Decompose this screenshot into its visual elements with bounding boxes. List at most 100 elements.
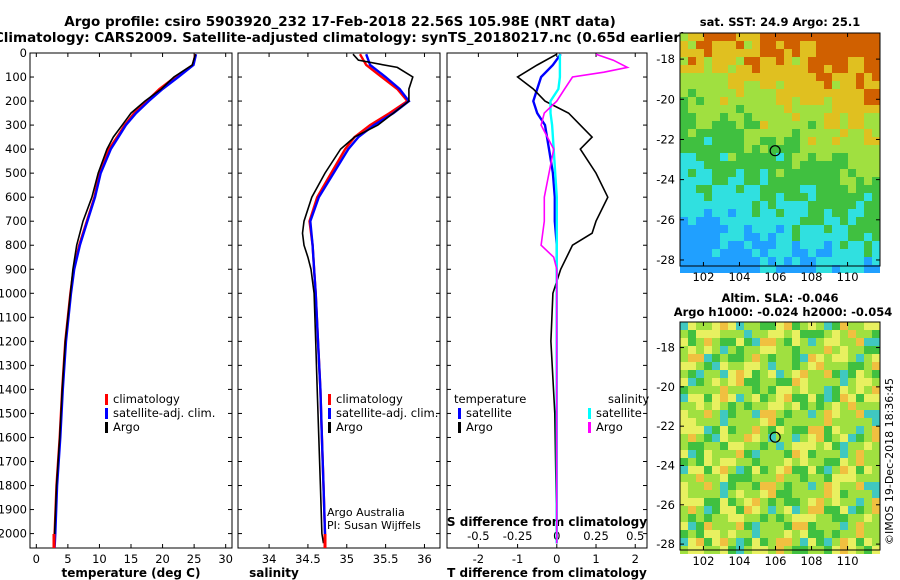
map-cell [848, 65, 856, 73]
map-cell [824, 257, 832, 265]
map-cell [720, 257, 728, 265]
map-cell [760, 161, 768, 169]
map-cell [784, 33, 792, 41]
map-cell [856, 137, 864, 145]
map-cell [760, 522, 768, 530]
map-cell [736, 81, 744, 89]
x-tick-label: 10 [92, 552, 107, 566]
map-cell [688, 362, 696, 370]
map-cell [680, 498, 688, 506]
map-cell [864, 193, 872, 201]
map-cell [864, 217, 872, 225]
map-cell [856, 410, 864, 418]
map-cell [792, 530, 800, 538]
map-cell [744, 514, 752, 522]
y-tick-label: 1100 [0, 310, 27, 324]
map-cell [704, 41, 712, 49]
map-cell [800, 65, 808, 73]
map-cell [816, 402, 824, 410]
map-cell [752, 153, 760, 161]
map-lon-label: 110 [837, 554, 859, 568]
map-cell [720, 474, 728, 482]
map-cell [792, 466, 800, 474]
map-cell [872, 338, 880, 346]
map-cell [848, 450, 856, 458]
map-cell [712, 362, 720, 370]
map-cell [744, 482, 752, 490]
map-cell [752, 113, 760, 121]
map-cell [760, 442, 768, 450]
map-cell [864, 482, 872, 490]
map-cell [848, 402, 856, 410]
map-cell [824, 145, 832, 153]
map-cell [696, 514, 704, 522]
map-cell [720, 33, 728, 41]
map-cell [848, 338, 856, 346]
map-lon-label: 106 [765, 270, 787, 284]
map-cell [712, 241, 720, 249]
map-cell [736, 193, 744, 201]
map-cell [712, 65, 720, 73]
map-cell [688, 57, 696, 65]
map-cell [864, 33, 872, 41]
map-cell [808, 498, 816, 506]
map-cell [720, 169, 728, 177]
map-cell [864, 49, 872, 57]
map-cell [728, 506, 736, 514]
map-cell [712, 209, 720, 217]
map-cell [688, 73, 696, 81]
map-cell [752, 233, 760, 241]
map-cell [816, 354, 824, 362]
map-cell [680, 65, 688, 73]
map-cell [728, 233, 736, 241]
map-cell [776, 209, 784, 217]
map-cell [864, 225, 872, 233]
map-cell [704, 434, 712, 442]
map-cell [816, 193, 824, 201]
map-cell [736, 426, 744, 434]
map-cell [832, 498, 840, 506]
map-cell [800, 49, 808, 57]
map-cell [680, 538, 688, 546]
map-cell [728, 466, 736, 474]
map-cell [872, 217, 880, 225]
map-cell [800, 73, 808, 81]
map-cell [856, 394, 864, 402]
map-cell [680, 137, 688, 145]
map-lat-label: -22 [656, 419, 675, 433]
map-cell [680, 482, 688, 490]
map-cell [680, 362, 688, 370]
map-cell [688, 466, 696, 474]
map-cell [728, 474, 736, 482]
map-cell [872, 426, 880, 434]
map-cell [864, 97, 872, 105]
map-cell [832, 378, 840, 386]
map-cell [736, 129, 744, 137]
map-cell [824, 410, 832, 418]
map-cell [784, 185, 792, 193]
map-cell [688, 346, 696, 354]
bottom-marker [323, 534, 327, 548]
map-cell [840, 129, 848, 137]
map-cell [688, 506, 696, 514]
map-cell [856, 490, 864, 498]
y-tick-label: 0 [20, 46, 27, 60]
map-cell [680, 450, 688, 458]
map-cell [872, 458, 880, 466]
map-lon-label: 102 [692, 554, 714, 568]
map-cell [848, 89, 856, 97]
map-cell [776, 137, 784, 145]
map-cell [696, 257, 704, 265]
map-cell [680, 522, 688, 530]
map-cell [800, 538, 808, 546]
map-cell [760, 129, 768, 137]
map-cell [872, 322, 880, 330]
map-cell [816, 506, 824, 514]
map-cell [840, 97, 848, 105]
map-cell [680, 458, 688, 466]
map-cell [712, 153, 720, 161]
map-cell [704, 362, 712, 370]
map-cell [760, 193, 768, 201]
map-cell [800, 137, 808, 145]
map-cell [704, 394, 712, 402]
